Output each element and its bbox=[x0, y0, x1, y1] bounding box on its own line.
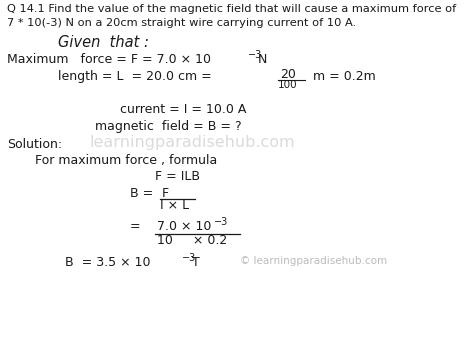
Text: magnetic  field = B = ?: magnetic field = B = ? bbox=[95, 120, 242, 133]
Text: 100: 100 bbox=[278, 80, 298, 90]
Text: T: T bbox=[192, 256, 200, 269]
Text: 7 * 10(-3) N on a 20cm straight wire carrying current of 10 A.: 7 * 10(-3) N on a 20cm straight wire car… bbox=[7, 18, 356, 28]
Text: F: F bbox=[162, 187, 169, 200]
Text: Given  that :: Given that : bbox=[58, 35, 149, 50]
Text: learningparadisehub.com: learningparadisehub.com bbox=[90, 135, 296, 150]
Text: I × L: I × L bbox=[160, 199, 189, 212]
Text: Maximum   force = F = 7.0 × 10: Maximum force = F = 7.0 × 10 bbox=[7, 53, 211, 66]
Text: F = ILB: F = ILB bbox=[155, 170, 200, 183]
Text: −3: −3 bbox=[214, 217, 228, 227]
Text: current = I = 10.0 A: current = I = 10.0 A bbox=[120, 103, 246, 116]
Text: Q 14.1 Find the value of the magnetic field that will cause a maximum force of: Q 14.1 Find the value of the magnetic fi… bbox=[7, 4, 456, 14]
Text: length = L  = 20.0 cm =: length = L = 20.0 cm = bbox=[58, 70, 216, 83]
Text: −3: −3 bbox=[248, 50, 262, 60]
Text: 20: 20 bbox=[280, 68, 296, 81]
Text: B =: B = bbox=[130, 187, 161, 200]
Text: m = 0.2m: m = 0.2m bbox=[309, 70, 376, 83]
Text: 7.0 × 10: 7.0 × 10 bbox=[157, 220, 211, 233]
Text: © learningparadisehub.com: © learningparadisehub.com bbox=[240, 256, 387, 266]
Text: Solution:: Solution: bbox=[7, 138, 62, 151]
Text: N: N bbox=[258, 53, 267, 66]
Text: For maximum force , formula: For maximum force , formula bbox=[35, 154, 217, 167]
Text: −3: −3 bbox=[182, 253, 196, 263]
Text: 10     × 0.2: 10 × 0.2 bbox=[157, 234, 227, 247]
Text: B  = 3.5 × 10: B = 3.5 × 10 bbox=[65, 256, 151, 269]
Text: =: = bbox=[130, 220, 149, 233]
